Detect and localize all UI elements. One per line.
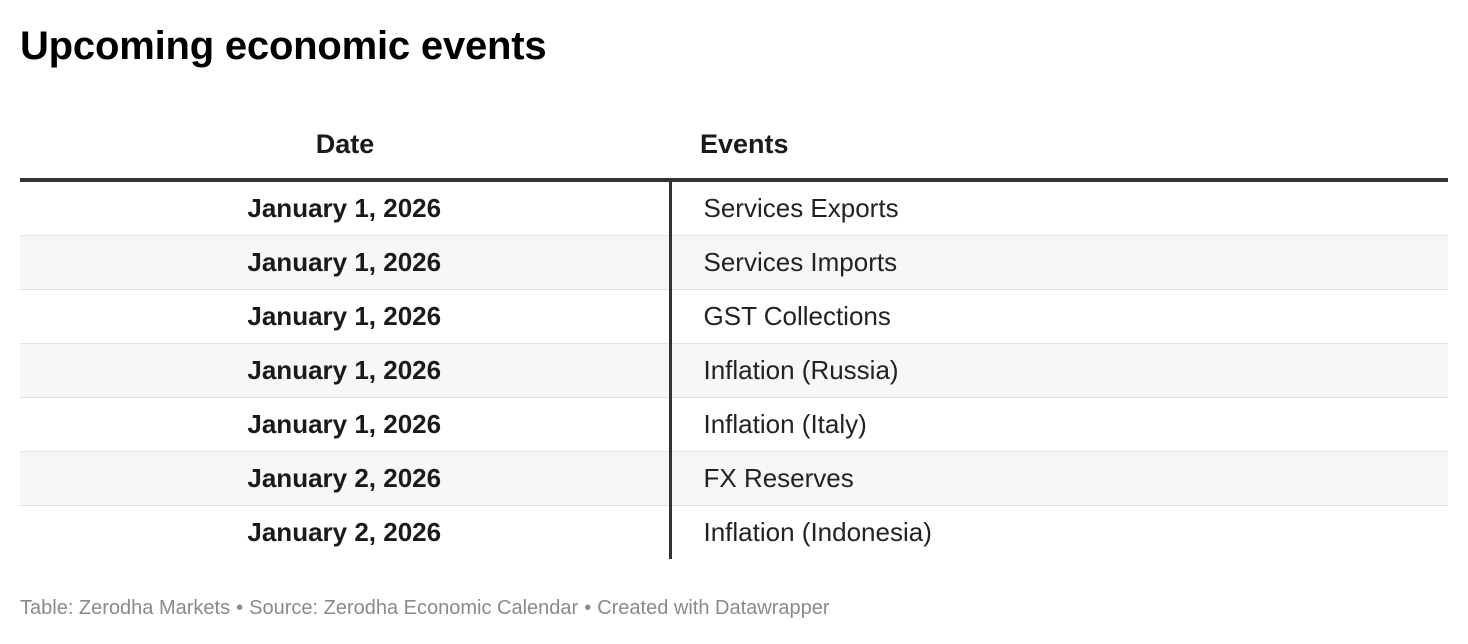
events-table-container: Date Events January 1, 2026 Services Exp… <box>20 110 1448 559</box>
date-cell: January 1, 2026 <box>20 397 672 452</box>
date-cell: January 1, 2026 <box>20 289 672 344</box>
footer-created-with: Created with Datawrapper <box>597 597 830 619</box>
footer-source: Source: Zerodha Economic Calendar <box>249 597 579 619</box>
table-row: January 1, 2026 Services Imports <box>20 235 1448 290</box>
table-title: Upcoming economic events <box>20 24 547 68</box>
table-footer: Table: Zerodha Markets • Source: Zerodha E… <box>20 597 830 620</box>
table-row: January 1, 2026 Inflation (Italy) <box>20 397 1448 452</box>
date-cell: January 1, 2026 <box>20 180 672 236</box>
event-cell: Inflation (Indonesia) <box>703 517 932 547</box>
column-header-events: Events <box>670 110 1448 182</box>
table-row: January 2, 2026 Inflation (Indonesia) <box>20 505 1448 559</box>
header-row: Date Events <box>20 110 1448 182</box>
column-header-date: Date <box>20 110 670 182</box>
event-cell: Services Exports <box>670 180 1448 236</box>
events-table: Date Events January 1, 2026 Services Exp… <box>20 110 1448 559</box>
event-cell: Inflation (Italy) <box>670 397 1448 452</box>
footer-table-credit: Table: Zerodha Markets <box>20 597 231 619</box>
date-cell: January 1, 2026 <box>20 343 672 398</box>
table-row: January 1, 2026 Services Exports <box>20 180 1448 236</box>
event-cell: FX Reserves <box>670 451 1448 506</box>
table-row: January 1, 2026 GST Collections <box>20 289 1448 344</box>
date-cell: January 2, 2026 <box>20 505 672 559</box>
event-cell: Services Imports <box>670 235 1448 290</box>
footer-separator: • <box>584 597 592 619</box>
table-body: January 1, 2026 Services Exports January… <box>20 180 1448 559</box>
date-cell: January 2, 2026 <box>20 451 672 506</box>
date-cell: January 1, 2026 <box>20 235 672 290</box>
footer-separator: • <box>236 597 244 619</box>
event-cell: Inflation (Russia) <box>670 343 1448 398</box>
table-header: Date Events <box>20 110 1448 182</box>
table-row: January 2, 2026 FX Reserves <box>20 451 1448 506</box>
event-cell: GST Collections <box>670 289 1448 344</box>
table-row: January 1, 2026 Inflation (Russia) <box>20 343 1448 398</box>
